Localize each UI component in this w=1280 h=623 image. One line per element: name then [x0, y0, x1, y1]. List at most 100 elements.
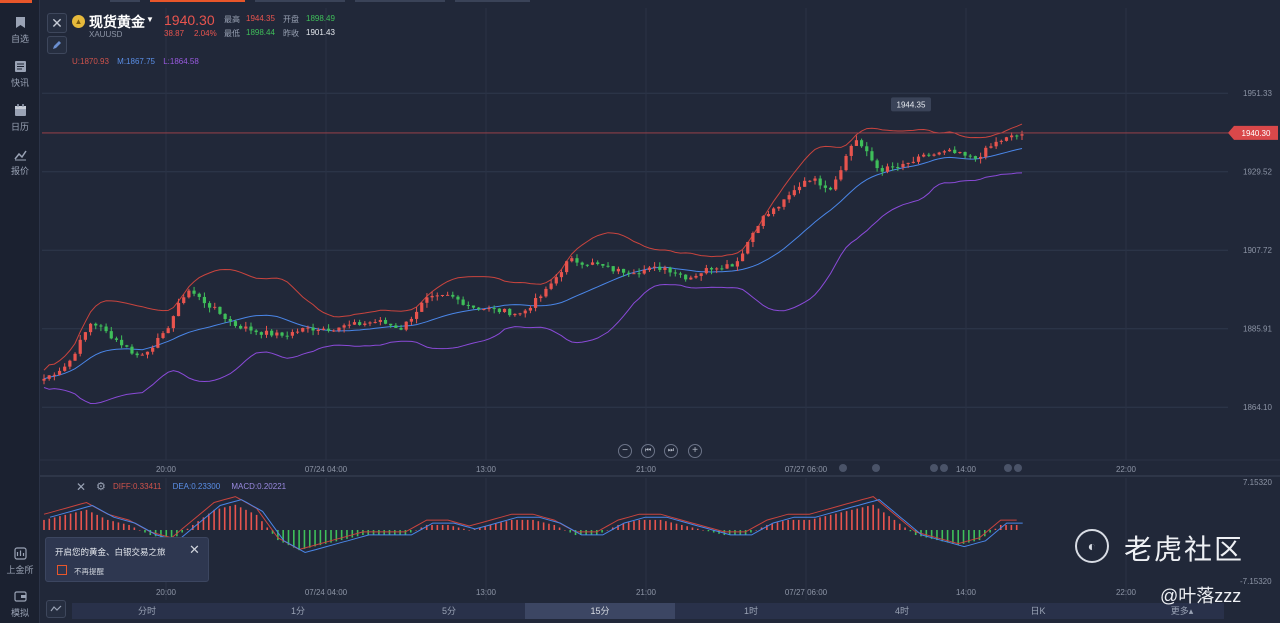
tab-indicator[interactable]: [355, 0, 445, 2]
period-tab-1m[interactable]: 1分: [290, 606, 305, 616]
macd-bar: [494, 523, 497, 530]
candle-body: [182, 297, 186, 304]
macd-bar: [223, 507, 226, 530]
candle-body: [239, 325, 243, 329]
candle-body: [875, 160, 879, 169]
macd-bar: [537, 521, 540, 530]
macd-bar: [271, 530, 274, 534]
period-tab-timeline[interactable]: 分时: [137, 606, 156, 616]
candle-body: [906, 162, 910, 164]
scroll-left-button[interactable]: ⏮: [641, 444, 655, 458]
macd-bar: [473, 528, 476, 530]
candle-body: [627, 272, 631, 274]
candle-body: [533, 298, 538, 308]
candle-body: [601, 263, 605, 266]
candle-body: [549, 283, 553, 289]
macd-bar: [840, 512, 843, 530]
candle-body: [99, 325, 103, 327]
draw-tool-button[interactable]: [47, 36, 67, 54]
tab-indicator-active[interactable]: [150, 0, 245, 2]
macd-bar: [681, 524, 683, 530]
symbol-code: XAUUSD: [89, 30, 123, 39]
sidebar-item-quotes[interactable]: 报价: [0, 148, 40, 177]
tab-indicator[interactable]: [110, 0, 140, 2]
macd-bar: [989, 530, 991, 533]
macd-bar: [888, 516, 890, 530]
candle-body: [151, 347, 155, 352]
candle-body: [937, 152, 941, 155]
candle-body: [306, 327, 310, 329]
candle-body: [471, 305, 476, 308]
macd-bar: [856, 508, 859, 530]
macd-bar: [510, 519, 513, 530]
time-tick-label: 20:00: [156, 588, 177, 597]
candle-body: [316, 329, 320, 331]
indicator-toggle-button[interactable]: [46, 600, 66, 618]
macd-bar: [723, 530, 726, 536]
sidebar-item-news[interactable]: 快讯: [0, 60, 40, 89]
candle-body: [559, 272, 564, 278]
candle-body: [404, 321, 408, 330]
event-marker: [839, 464, 847, 472]
gear-icon[interactable]: ⚙: [96, 481, 106, 493]
macd-bar: [787, 519, 789, 530]
candle-body: [963, 152, 967, 156]
period-tab-15m[interactable]: 15分: [525, 603, 675, 619]
change-pct: 2.04%: [194, 29, 217, 38]
scroll-right-button[interactable]: ⏭: [664, 444, 678, 458]
candle-body: [678, 273, 683, 275]
sidebar-item-calendar[interactable]: 日历: [0, 104, 40, 133]
sidebar-item-sge[interactable]: 上金所: [0, 547, 40, 576]
max-price-box: [891, 97, 931, 112]
exchange-icon: [13, 547, 27, 560]
event-marker: [940, 464, 948, 472]
close-indicator-icon[interactable]: ✕: [76, 480, 87, 494]
candle-body: [709, 268, 714, 270]
macd-bar: [335, 530, 338, 542]
close-icon[interactable]: ✕: [189, 542, 200, 557]
candle-body: [994, 141, 998, 147]
tab-indicator[interactable]: [455, 0, 530, 2]
candle-body: [865, 146, 869, 152]
macd-bar: [415, 530, 417, 531]
candle-body: [803, 180, 807, 187]
period-tab-4h[interactable]: 4时: [894, 606, 909, 616]
macd-bar: [261, 521, 263, 530]
candle-body: [658, 266, 662, 270]
open-value: 1898.49: [306, 14, 335, 23]
macd-bar: [516, 519, 518, 530]
sidebar-item-demo[interactable]: 模拟: [0, 590, 40, 619]
candle-body: [684, 274, 688, 280]
macd-bar: [457, 527, 460, 530]
candle-body: [414, 311, 419, 319]
macd-bar: [558, 527, 561, 530]
close-chart-button[interactable]: ✕: [47, 13, 67, 33]
macd-bar: [766, 524, 768, 530]
zoom-out-button[interactable]: −: [618, 444, 632, 458]
zoom-in-button[interactable]: +: [688, 444, 702, 458]
chevron-down-icon[interactable]: ▼: [146, 15, 154, 24]
period-tab-more[interactable]: 更多▴: [1170, 606, 1194, 616]
sidebar-item-watchlist[interactable]: 自选: [0, 16, 40, 45]
candle-body: [492, 308, 496, 310]
candle-body: [176, 303, 181, 317]
macd-bar: [542, 522, 545, 530]
candle-body: [523, 310, 527, 314]
dont-remind-checkbox[interactable]: [57, 565, 67, 575]
macd-bar: [165, 530, 168, 539]
macd-bar: [425, 524, 428, 530]
period-tab-1d[interactable]: 日K: [1030, 606, 1046, 616]
period-tab-5m[interactable]: 5分: [441, 606, 456, 616]
candle-body: [756, 225, 760, 234]
price-tick-label: 1885.91: [1243, 325, 1272, 334]
candle-body: [611, 266, 615, 272]
candle-body: [772, 208, 776, 215]
time-tick-label: 13:00: [476, 465, 497, 474]
tab-indicator[interactable]: [255, 0, 345, 2]
top-tab-strip: [110, 0, 530, 3]
macd-bar: [792, 519, 795, 530]
period-tab-1h[interactable]: 1时: [743, 606, 758, 616]
candle-body: [487, 308, 491, 310]
symbol-name[interactable]: 现货黄金: [89, 14, 145, 30]
